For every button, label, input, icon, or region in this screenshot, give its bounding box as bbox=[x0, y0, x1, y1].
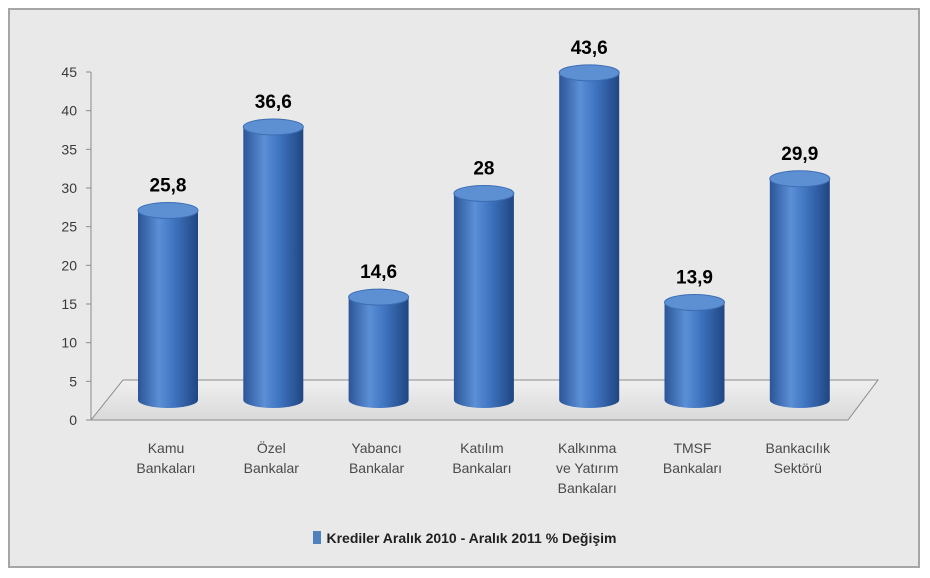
bar-body bbox=[348, 297, 409, 408]
bar-top bbox=[137, 201, 199, 219]
category-label-line: Sektörü bbox=[774, 460, 822, 476]
category-label-line: Katılım bbox=[460, 440, 504, 456]
bar bbox=[137, 201, 199, 408]
category-label: Kalkınma ve Yatırım Bankaları bbox=[556, 440, 619, 496]
category-label: Kamu Bankaları bbox=[136, 440, 195, 476]
bar bbox=[769, 170, 831, 408]
category-label-line: ve Yatırım bbox=[556, 460, 619, 476]
labels-layer: 25,8 Kamu Bankaları 36,6 Özel Bankalar 14,6 Yab… bbox=[136, 38, 831, 496]
category-label-line: Özel bbox=[257, 439, 286, 456]
y-tick-label: 20 bbox=[61, 257, 77, 273]
bar-body bbox=[138, 210, 198, 408]
category-label-line: Bankalar bbox=[244, 460, 300, 476]
y-tick-label: 10 bbox=[61, 335, 77, 351]
bars-layer bbox=[137, 64, 831, 409]
y-tick-label: 0 bbox=[69, 412, 77, 428]
bar-body bbox=[769, 178, 830, 408]
bar-top bbox=[769, 170, 831, 188]
category-label: Yabancı Bankalar bbox=[349, 440, 405, 476]
bar bbox=[664, 294, 725, 408]
category-label: Özel Bankalar bbox=[244, 439, 300, 476]
y-tick-label: 40 bbox=[61, 103, 77, 119]
y-tick-label: 5 bbox=[69, 373, 77, 389]
y-tick-label: 25 bbox=[61, 219, 77, 235]
category-label: TMSF Bankaları bbox=[663, 440, 722, 476]
y-tick-label: 30 bbox=[61, 180, 77, 196]
category-label-line: Bankacılık bbox=[766, 440, 832, 456]
bar-body bbox=[243, 126, 304, 408]
bar-top bbox=[664, 294, 725, 312]
category-label-line: Bankaları bbox=[452, 460, 511, 476]
bar bbox=[558, 64, 620, 409]
bar-top bbox=[348, 288, 410, 306]
category-label-line: Kamu bbox=[148, 440, 185, 456]
bar bbox=[348, 288, 410, 408]
legend-label: Krediler Aralık 2010 - Aralık 2011 % Değ… bbox=[326, 530, 617, 546]
bar-body bbox=[559, 72, 620, 409]
category-label-line: Bankaları bbox=[558, 480, 617, 496]
category-label-line: Bankalar bbox=[349, 460, 405, 476]
category-label: Katılım Bankaları bbox=[452, 440, 511, 476]
y-tick-label: 15 bbox=[61, 296, 77, 312]
bar-top bbox=[558, 64, 620, 82]
category-label-line: Kalkınma bbox=[558, 440, 617, 456]
bar-body bbox=[453, 193, 514, 408]
bar bbox=[242, 118, 304, 408]
category-label-line: Bankaları bbox=[136, 460, 195, 476]
data-label: 25,8 bbox=[150, 175, 187, 196]
bar bbox=[453, 184, 515, 408]
legend-swatch bbox=[313, 531, 322, 544]
data-label: 13,9 bbox=[676, 268, 713, 289]
category-label-line: Yabancı bbox=[351, 440, 401, 456]
bar-top bbox=[453, 184, 515, 202]
category-label-line: TMSF bbox=[673, 440, 711, 456]
data-label: 28 bbox=[473, 158, 494, 179]
data-label: 36,6 bbox=[255, 92, 292, 113]
legend: Krediler Aralık 2010 - Aralık 2011 % Değ… bbox=[0, 530, 930, 546]
bar-top bbox=[242, 118, 304, 136]
category-label-line: Bankaları bbox=[663, 460, 722, 476]
data-label: 43,6 bbox=[571, 38, 608, 59]
y-tick-label: 35 bbox=[61, 141, 77, 157]
data-label: 29,9 bbox=[781, 144, 818, 165]
category-label: Bankacılık Sektörü bbox=[766, 440, 832, 476]
bar-body bbox=[664, 302, 725, 408]
y-tick-label: 45 bbox=[61, 64, 77, 80]
data-label: 14,6 bbox=[360, 262, 397, 283]
